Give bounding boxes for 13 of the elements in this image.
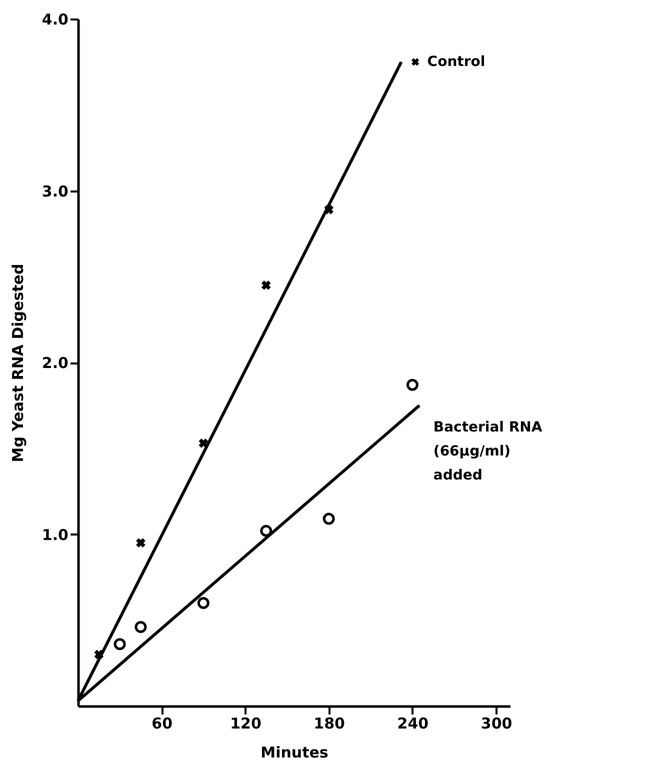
text: Bacterial RNA (66µg/ml) added bbox=[433, 419, 542, 484]
x-tick-label: 240 bbox=[397, 714, 429, 732]
y-tick-label: 4.0 bbox=[42, 10, 68, 28]
y-tick-label: 1.0 bbox=[42, 526, 68, 544]
x-tick-label: 300 bbox=[480, 714, 512, 732]
x-tick-label: 120 bbox=[230, 714, 262, 732]
x-axis-title: Minutes bbox=[260, 744, 328, 762]
legend-label: Control bbox=[427, 54, 486, 70]
x-tick-label: 60 bbox=[152, 714, 173, 732]
x-tick-label: 180 bbox=[314, 714, 345, 732]
y-axis-title: Mg Yeast RNA Digested bbox=[8, 264, 27, 462]
y-tick-label: 2.0 bbox=[42, 354, 68, 372]
y-tick-label: 3.0 bbox=[42, 182, 68, 200]
